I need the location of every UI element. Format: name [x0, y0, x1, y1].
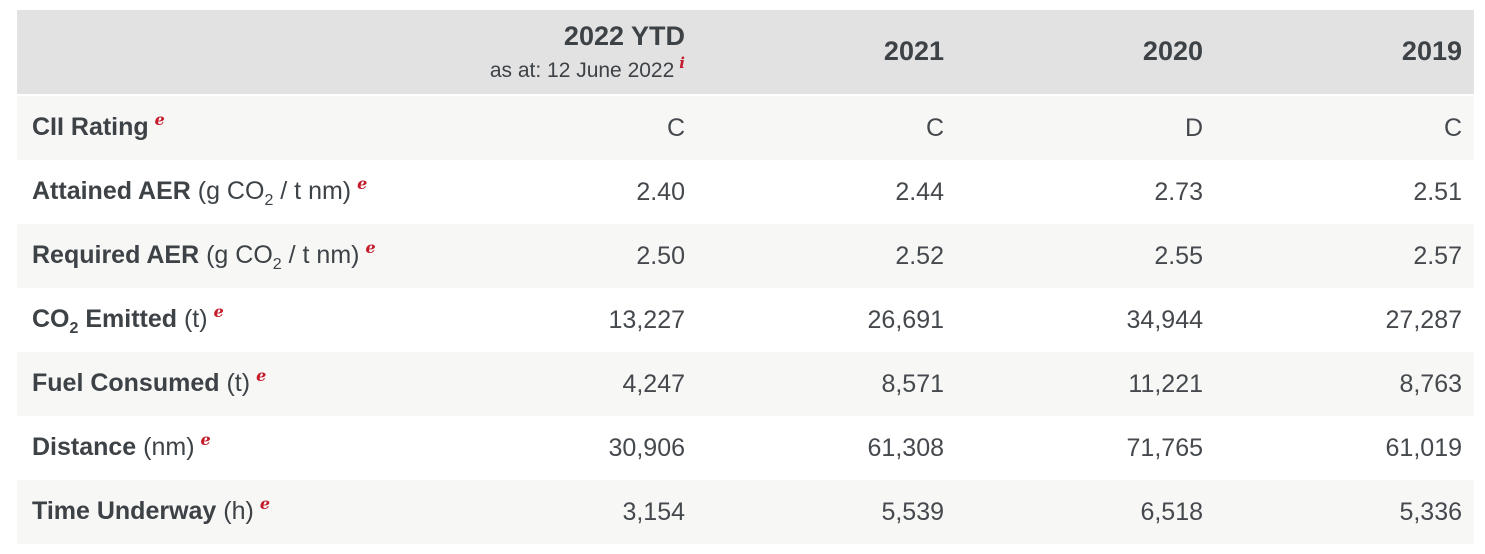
cell-value-2020: 71,765 — [956, 416, 1215, 480]
cii-rating-table: 2022 YTD as at: 12 June 2022 i 2021 2020 … — [17, 10, 1474, 544]
as-at-date: as at: 12 June 2022 i — [438, 53, 685, 83]
estimated-footnote-marker: e — [357, 174, 368, 193]
column-year-label: 2020 — [1142, 36, 1203, 67]
row-label-bold: Required AER — [32, 241, 200, 269]
cell-value-2020: 2.73 — [956, 160, 1215, 224]
row-unit: / t nm) — [273, 177, 352, 205]
row-label: Required AER (g CO2 / t nm) e — [17, 224, 438, 288]
cell-value-2022-ytd: 2.50 — [438, 224, 697, 288]
row-label: Fuel Consumed (t) e — [17, 352, 438, 416]
as-at-date-text: as at: 12 June 2022 — [489, 58, 675, 82]
row-label-bold: CO — [32, 305, 70, 333]
cell-value-2021: 2.52 — [697, 224, 956, 288]
row-label-subscript: 2 — [69, 320, 79, 337]
cell-value-2022-ytd: C — [438, 96, 697, 160]
row-label-bold: CII Rating — [32, 113, 149, 141]
header-col-2022-ytd: 2022 YTD as at: 12 June 2022 i — [438, 10, 697, 96]
cell-value-2021: 26,691 — [697, 288, 956, 352]
cell-value-2021: 8,571 — [697, 352, 956, 416]
table-row: Time Underway (h) e 3,154 5,539 6,518 5,3… — [17, 480, 1474, 544]
cell-value-2021: C — [697, 96, 956, 160]
cell-value-2020: 2.55 — [956, 224, 1215, 288]
row-unit: (h) — [216, 497, 254, 525]
row-unit: (t) — [177, 305, 208, 333]
table-row: Fuel Consumed (t) e 4,247 8,571 11,221 8,… — [17, 352, 1474, 416]
cell-value-2019: 5,336 — [1215, 480, 1474, 544]
estimated-footnote-marker: e — [213, 302, 224, 321]
cii-rating-table-container: 2022 YTD as at: 12 June 2022 i 2021 2020 … — [17, 10, 1474, 544]
cell-value-2019: 8,763 — [1215, 352, 1474, 416]
row-label-bold: Fuel Consumed — [32, 369, 220, 397]
estimated-footnote-marker: e — [256, 366, 267, 385]
header-col-2021: 2021 — [697, 10, 956, 96]
table-row: Attained AER (g CO2 / t nm) e 2.40 2.44 2… — [17, 160, 1474, 224]
row-unit: (g CO — [190, 177, 265, 205]
cell-value-2019: 2.57 — [1215, 224, 1474, 288]
cell-value-2019: 61,019 — [1215, 416, 1474, 480]
table-row: CO2 Emitted (t) e 13,227 26,691 34,944 27… — [17, 288, 1474, 352]
row-unit-subscript: 2 — [272, 256, 282, 273]
cell-value-2020: D — [956, 96, 1215, 160]
row-unit: (nm) — [136, 433, 195, 461]
row-label: CO2 Emitted (t) e — [17, 288, 438, 352]
table-row: Required AER (g CO2 / t nm) e 2.50 2.52 2… — [17, 224, 1474, 288]
cell-value-2019: C — [1215, 96, 1474, 160]
row-label-bold: Attained AER — [32, 177, 191, 205]
row-label: Attained AER (g CO2 / t nm) e — [17, 160, 438, 224]
row-unit: / t nm) — [281, 241, 360, 269]
cell-value-2021: 61,308 — [697, 416, 956, 480]
cell-value-2022-ytd: 3,154 — [438, 480, 697, 544]
row-unit: (g CO — [199, 241, 273, 269]
estimated-footnote-marker: e — [365, 238, 376, 257]
table-header-row: 2022 YTD as at: 12 June 2022 i 2021 2020 … — [17, 10, 1474, 96]
cell-value-2021: 5,539 — [697, 480, 956, 544]
cell-value-2022-ytd: 13,227 — [438, 288, 697, 352]
row-label: Time Underway (h) e — [17, 480, 438, 544]
row-label: CII Rating e — [17, 96, 438, 160]
cell-value-2022-ytd: 2.40 — [438, 160, 697, 224]
cell-value-2020: 11,221 — [956, 352, 1215, 416]
header-empty-cell — [17, 10, 438, 96]
cell-value-2022-ytd: 30,906 — [438, 416, 697, 480]
row-label-bold: Emitted — [78, 305, 178, 333]
estimated-footnote-marker: e — [200, 430, 211, 449]
header-col-2020: 2020 — [956, 10, 1215, 96]
cell-value-2021: 2.44 — [697, 160, 956, 224]
row-label: Distance (nm) e — [17, 416, 438, 480]
row-label-bold: Distance — [32, 433, 137, 461]
info-footnote-icon[interactable]: i — [679, 53, 685, 72]
column-year-label: 2019 — [1401, 36, 1462, 67]
row-unit: (t) — [219, 369, 251, 397]
cell-value-2019: 2.51 — [1215, 160, 1474, 224]
cell-value-2019: 27,287 — [1215, 288, 1474, 352]
header-col-2019: 2019 — [1215, 10, 1474, 96]
row-label-bold: Time Underway — [32, 497, 217, 525]
column-year-label: 2021 — [883, 36, 944, 67]
column-year-label: 2022 YTD — [563, 20, 685, 51]
row-unit-subscript: 2 — [264, 192, 274, 209]
table-row: Distance (nm) e 30,906 61,308 71,765 61,0… — [17, 416, 1474, 480]
estimated-footnote-marker: e — [154, 110, 165, 129]
cell-value-2020: 6,518 — [956, 480, 1215, 544]
cell-value-2022-ytd: 4,247 — [438, 352, 697, 416]
cell-value-2020: 34,944 — [956, 288, 1215, 352]
table-row: CII Rating e C C D C — [17, 96, 1474, 160]
estimated-footnote-marker: e — [259, 494, 271, 513]
